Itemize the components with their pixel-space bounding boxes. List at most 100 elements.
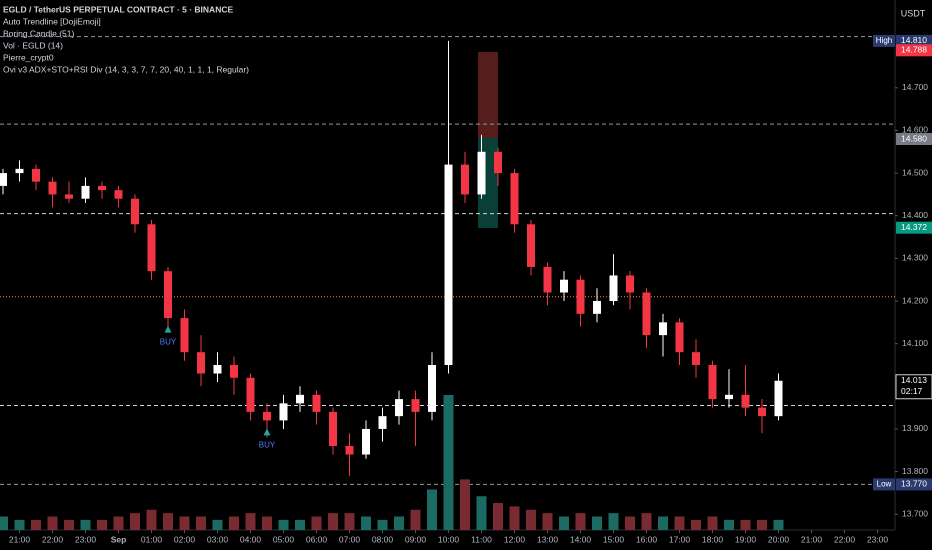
price-label-box xyxy=(896,133,932,146)
volume-bar xyxy=(212,519,223,530)
volume-bar xyxy=(97,519,107,530)
x-tick-label: Sep xyxy=(111,534,127,544)
volume-bar xyxy=(575,513,586,530)
x-tick-label: 22:00 xyxy=(42,534,64,544)
y-tick-label: 13.700 xyxy=(902,508,928,518)
candle-body xyxy=(461,164,469,195)
candle-body xyxy=(741,394,750,408)
candle-body xyxy=(263,411,271,421)
volume-bar xyxy=(344,513,355,530)
tag-box xyxy=(873,34,895,47)
x-tick-label: 21:00 xyxy=(9,534,31,544)
price-tag: Low xyxy=(877,479,892,488)
x-tick-label: 06:00 xyxy=(306,534,328,544)
price-tag: High xyxy=(876,36,892,45)
volume-bar xyxy=(625,516,635,530)
candle-body xyxy=(147,224,156,272)
countdown: 02:17 xyxy=(901,386,923,396)
volume-bar xyxy=(707,516,718,530)
volume-bar xyxy=(460,479,470,530)
x-tick-label: 04:00 xyxy=(240,534,262,544)
candle-body xyxy=(527,224,535,267)
chart-title: EGLD / TetherUS PERPETUAL CONTRACT · 5 ·… xyxy=(3,4,233,14)
volume-bar xyxy=(493,503,503,530)
candle-body xyxy=(48,181,57,195)
volume-bar xyxy=(0,516,8,530)
volume-bar xyxy=(542,513,553,530)
volume-bar xyxy=(245,513,256,530)
indicator: Pierre_crypt0 xyxy=(3,52,54,62)
candle-body xyxy=(279,403,288,421)
candle-body xyxy=(362,428,370,455)
x-tick-label: 17:00 xyxy=(669,534,691,544)
x-tick-label: 09:00 xyxy=(405,534,427,544)
indicator: Auto Trendline [DojiEmoji] xyxy=(3,16,101,26)
volume-bar xyxy=(377,519,388,530)
volume-bar xyxy=(47,516,58,530)
tag-box xyxy=(873,478,895,491)
volume-bar xyxy=(691,519,701,530)
indicator: Boring Candle (51) xyxy=(3,28,75,38)
volume-bar xyxy=(443,395,454,530)
candle-body xyxy=(543,266,552,293)
x-tick-label: 19:00 xyxy=(735,534,757,544)
y-tick-label: 14.200 xyxy=(902,295,928,305)
candle-body xyxy=(692,352,700,365)
volume-bar xyxy=(740,519,751,530)
x-tick-label: 23:00 xyxy=(75,534,97,544)
buy-marker xyxy=(164,325,172,333)
position-stop-zone xyxy=(478,52,498,138)
candle-body xyxy=(593,301,601,314)
candle-body xyxy=(774,380,783,417)
indicator: Ovi v3 ADX+STO+RSI Div (14, 3, 3, 7, 7, … xyxy=(3,64,249,74)
candle-body xyxy=(494,151,502,174)
volume-bar xyxy=(427,489,437,530)
indicator: Vol · EGLD (14) xyxy=(3,40,63,50)
currency: USDT xyxy=(901,8,926,18)
candle-body xyxy=(329,411,337,447)
x-tick-label: 13:00 xyxy=(537,534,559,544)
candle-body xyxy=(65,194,73,199)
candle-body xyxy=(213,364,222,374)
volume-bar xyxy=(278,519,289,530)
volume-bar xyxy=(229,516,239,530)
candle-body xyxy=(197,352,205,374)
x-tick-label: 18:00 xyxy=(702,534,724,544)
volume-bar xyxy=(592,516,602,530)
candle-body xyxy=(81,185,90,199)
volume-bar xyxy=(64,519,74,530)
volume-bar xyxy=(757,519,767,530)
candle-body xyxy=(659,322,667,336)
volume-bar xyxy=(113,516,124,530)
candle-body xyxy=(296,394,304,404)
candle-body xyxy=(642,292,651,336)
y-tick-label: 14.500 xyxy=(902,167,928,177)
volume-bar xyxy=(163,513,173,530)
candle-body xyxy=(609,275,618,302)
x-tick-label: 21:00 xyxy=(801,534,823,544)
candle-body xyxy=(0,173,7,186)
volume-bar xyxy=(295,519,305,530)
signal-label: BUY xyxy=(259,440,276,449)
candle-body xyxy=(164,271,172,319)
candle-body xyxy=(312,394,321,412)
price-label: 14.372 xyxy=(901,222,927,232)
candle-body xyxy=(98,185,106,191)
candle-body xyxy=(758,407,766,417)
candle-body xyxy=(345,446,354,455)
volume-bar xyxy=(608,513,619,530)
price-label: 13.770 xyxy=(901,479,927,489)
candle-body xyxy=(114,190,123,199)
volume-bar xyxy=(526,509,536,530)
volume-bar xyxy=(146,509,157,530)
candle-body xyxy=(444,164,453,365)
volume-bar xyxy=(773,519,784,530)
y-tick-label: 14.600 xyxy=(902,125,928,135)
volume-bar xyxy=(476,496,487,530)
candle-body xyxy=(675,322,684,353)
y-tick-label: 14.300 xyxy=(902,253,928,263)
y-tick-label: 14.700 xyxy=(902,82,928,92)
x-tick-label: 12:00 xyxy=(504,534,526,544)
volume-bar xyxy=(311,516,322,530)
